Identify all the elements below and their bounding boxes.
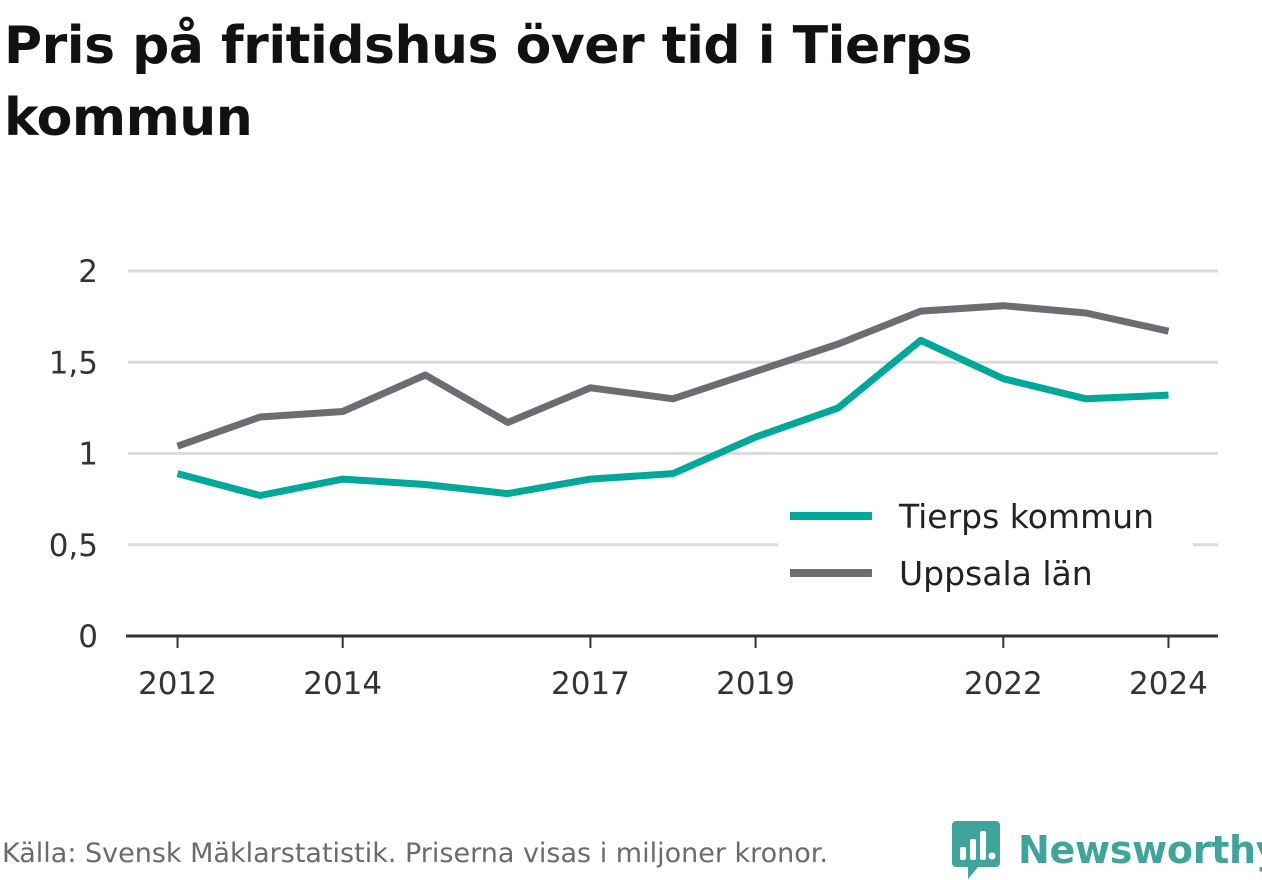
legend-background [778, 488, 1193, 598]
y-axis-tick-labels: 0 0,5 1 1,5 2 [49, 254, 98, 655]
line-chart: 0 0,5 1 1,5 2 2012 2014 2017 2019 2022 2024 Tierp… [49, 254, 1218, 702]
brand-name: Newsworthy [1018, 828, 1262, 872]
chart-title: Pris på fritidshus över tid i Tierps kom… [4, 16, 973, 148]
legend-label-tierps: Tierps kommun [898, 497, 1154, 536]
legend: Tierps kommun Uppsala län [778, 488, 1193, 598]
source-note: Källa: Svensk Mäklarstatistik. Priserna … [2, 838, 829, 869]
brand-logo[interactable]: Newsworthy [952, 820, 1262, 880]
x-tick-label: 2024 [1129, 666, 1208, 702]
x-tick-label: 2012 [138, 666, 217, 702]
y-tick-label: 0,5 [49, 528, 98, 564]
y-tick-label: 0 [78, 619, 98, 655]
y-tick-label: 1,5 [49, 345, 98, 381]
y-tick-label: 1 [78, 437, 98, 473]
legend-label-uppsala: Uppsala län [899, 554, 1093, 593]
x-tick-label: 2019 [716, 666, 795, 702]
x-tick-label: 2022 [964, 666, 1043, 702]
series-line-tierps-kommun [176, 336, 1169, 499]
x-axis: 2012 2014 2017 2019 2022 2024 [126, 634, 1218, 702]
series-line-uppsala-l-n [176, 302, 1170, 450]
y-tick-label: 2 [78, 254, 98, 290]
bar-chart-speech-bubble-icon [952, 821, 1000, 879]
series-lines [176, 302, 1170, 499]
x-tick-label: 2017 [551, 666, 630, 702]
x-tick-label: 2014 [303, 666, 382, 702]
